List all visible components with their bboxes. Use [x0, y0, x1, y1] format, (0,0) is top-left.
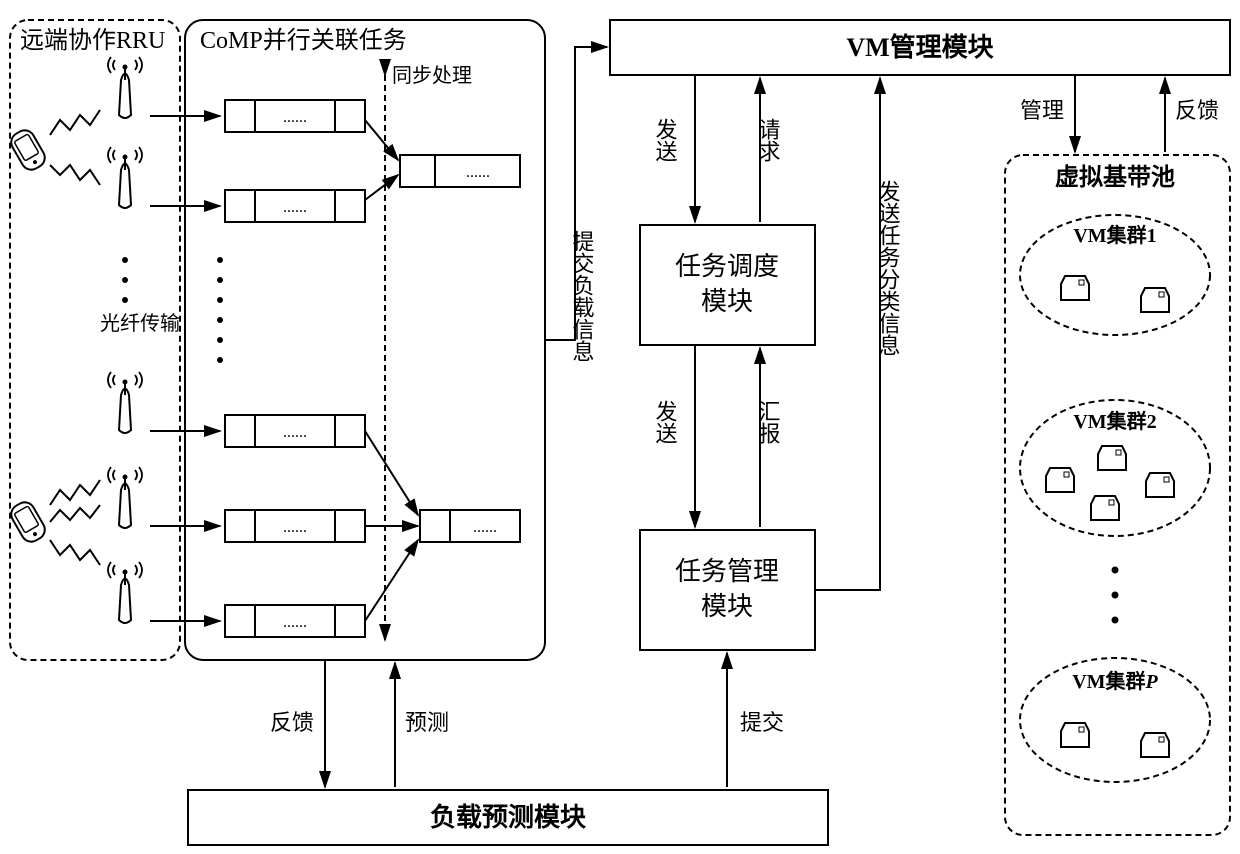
task-block: ......: [225, 190, 365, 222]
task-mgmt-box: [640, 530, 815, 650]
task-sched-label: 任务调度: [675, 252, 779, 281]
send-label2: 发送: [653, 400, 678, 444]
task-sched-box: [640, 225, 815, 345]
manage-label: 管理: [1020, 98, 1064, 123]
vm-mgmt-label: VM管理模块: [846, 33, 993, 62]
svg-text:......: ......: [466, 164, 490, 181]
svg-text:VM集群2: VM集群2: [1073, 409, 1156, 433]
report-label: 汇报: [756, 400, 781, 444]
svg-text:......: ......: [283, 519, 307, 536]
task-block: ......: [420, 510, 520, 542]
task-block: ......: [400, 155, 520, 187]
sync-label: 同步处理: [392, 64, 472, 87]
task-mgmt-label2: 模块: [701, 592, 753, 621]
task-block: ......: [225, 510, 365, 542]
svg-text:......: ......: [283, 109, 307, 126]
svg-text:......: ......: [283, 199, 307, 216]
svg-text:VM集群1: VM集群1: [1073, 223, 1156, 247]
send-label: 发送: [653, 118, 678, 162]
load-pred-label: 负载预测模块: [430, 803, 586, 832]
submit-label: 提交: [740, 710, 784, 735]
predict-label: 预测: [405, 710, 449, 735]
task-sched-label2: 模块: [701, 287, 753, 316]
svg-text:......: ......: [473, 519, 497, 536]
request-label: 请求: [756, 118, 781, 162]
task-block: ......: [225, 605, 365, 637]
edge-task-cls: [815, 78, 880, 590]
vbb-title: 虚拟基带池: [1055, 164, 1175, 191]
feedback-label2: 反馈: [270, 710, 314, 735]
feedback-label: 反馈: [1175, 98, 1219, 123]
task-mgmt-label: 任务管理: [675, 557, 779, 586]
rru-title: 远端协作RRU: [20, 27, 165, 54]
svg-text:......: ......: [283, 614, 307, 631]
vbb-panel: [1005, 155, 1230, 835]
task-block: ......: [225, 100, 365, 132]
submit-load-label: 提交负载信息: [570, 230, 595, 362]
comp-title: CoMP并行关联任务: [200, 27, 407, 54]
task-cls-label: 发送任务分类信息: [876, 180, 901, 356]
fiber-label: 光纤传输: [100, 312, 180, 335]
svg-text:VM集群P: VM集群P: [1072, 669, 1158, 693]
task-block: ......: [225, 415, 365, 447]
svg-text:......: ......: [283, 424, 307, 441]
